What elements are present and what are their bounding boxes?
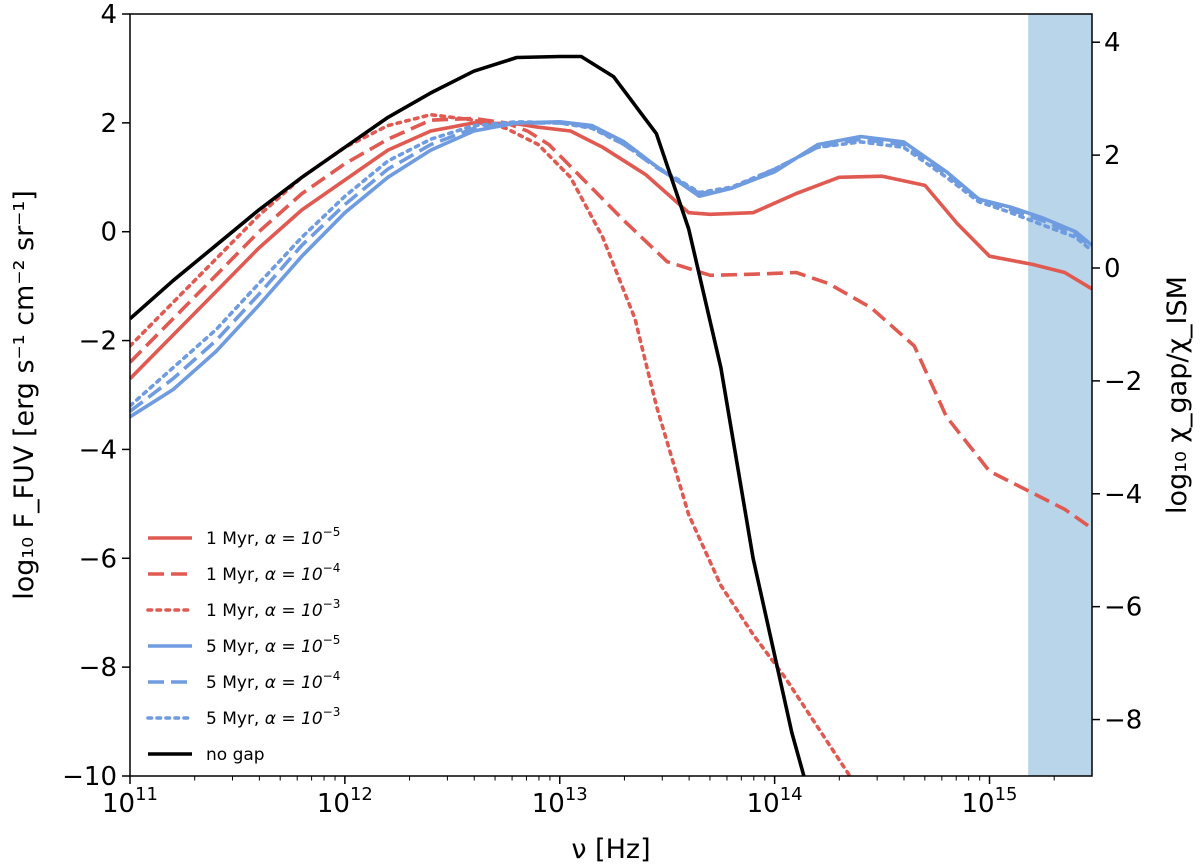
legend-label: 1 Myr, α = 10−5	[206, 525, 340, 549]
y-axis-label-right: log₁₀ χ_gap/χ_ISM	[1162, 276, 1193, 514]
y-left-tick-label: −8	[79, 653, 117, 683]
legend-label: 1 Myr, α = 10−3	[206, 597, 340, 621]
y-left-tick-label: 2	[100, 109, 117, 139]
shaded-band	[1028, 14, 1092, 776]
y-left-tick-label: 0	[100, 218, 117, 248]
y-right-tick-label: −4	[1104, 480, 1142, 510]
x-tick-label: 1011	[102, 784, 158, 819]
y-right-tick-label: −6	[1104, 593, 1142, 623]
x-tick-label: 1012	[317, 784, 373, 819]
legend-label: 5 Myr, α = 10−5	[206, 633, 340, 657]
plot-frame	[129, 13, 1093, 777]
y-right-tick-label: 4	[1104, 28, 1121, 58]
x-tick-label: 1013	[532, 784, 588, 819]
legend-label: 5 Myr, α = 10−4	[206, 669, 340, 693]
x-tick-label: 1014	[747, 784, 803, 819]
y-left-tick-label: −4	[79, 435, 117, 465]
y-right-tick-label: −2	[1104, 367, 1142, 397]
x-tick-label: 1015	[962, 784, 1018, 819]
y-right-tick-label: −8	[1104, 706, 1142, 736]
series-line-1	[130, 121, 1092, 380]
series-line-3	[130, 112, 853, 776]
series-line-7	[130, 54, 806, 776]
series-line-2	[130, 116, 1092, 530]
y-left-tick-label: −6	[79, 544, 117, 574]
legend-label: no gap	[206, 745, 265, 765]
legend-label: 5 Myr, α = 10−3	[206, 705, 340, 729]
series-line-6	[130, 120, 1092, 408]
x-axis-label: ν [Hz]	[571, 834, 650, 864]
y-axis-label-left: log₁₀ F_FUV [erg s⁻¹ cm⁻² sr⁻¹]	[9, 190, 40, 600]
y-left-tick-label: −10	[62, 762, 117, 792]
y-right-tick-label: 2	[1104, 141, 1121, 171]
y-right-tick-label: 0	[1104, 254, 1121, 284]
legend-label: 1 Myr, α = 10−4	[206, 561, 340, 585]
y-left-tick-label: 4	[100, 0, 117, 30]
y-left-tick-label: −2	[79, 327, 117, 357]
